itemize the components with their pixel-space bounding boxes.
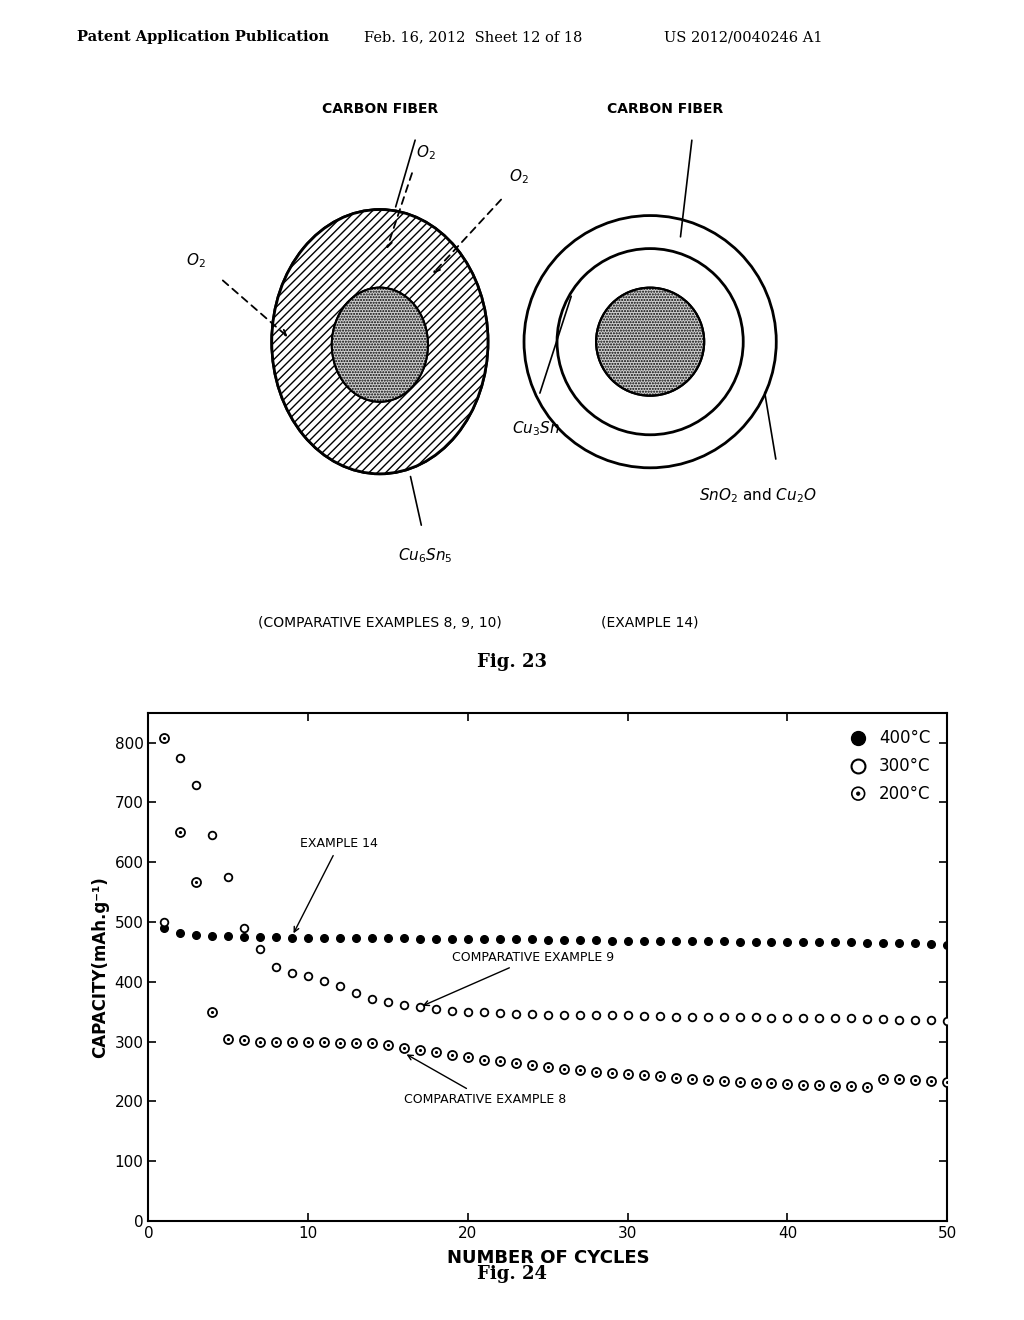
Text: Fig. 24: Fig. 24	[477, 1265, 547, 1283]
Text: (EXAMPLE 14): (EXAMPLE 14)	[601, 616, 699, 630]
Text: CARBON FIBER: CARBON FIBER	[322, 103, 438, 116]
Text: (COMPARATIVE EXAMPLES 8, 9, 10): (COMPARATIVE EXAMPLES 8, 9, 10)	[258, 616, 502, 630]
Text: Patent Application Publication: Patent Application Publication	[77, 30, 329, 45]
Legend: 400°C, 300°C, 200°C: 400°C, 300°C, 200°C	[838, 721, 939, 812]
Text: Fig. 23: Fig. 23	[477, 653, 547, 672]
Ellipse shape	[332, 288, 428, 401]
Ellipse shape	[271, 210, 488, 474]
Text: EXAMPLE 14: EXAMPLE 14	[294, 837, 378, 932]
Text: COMPARATIVE EXAMPLE 9: COMPARATIVE EXAMPLE 9	[424, 950, 614, 1006]
Y-axis label: CAPACITY(mAh.g⁻¹): CAPACITY(mAh.g⁻¹)	[91, 876, 110, 1057]
Text: $SnO_2$ and $Cu_2O$: $SnO_2$ and $Cu_2O$	[699, 486, 817, 504]
X-axis label: NUMBER OF CYCLES: NUMBER OF CYCLES	[446, 1249, 649, 1267]
Text: Feb. 16, 2012  Sheet 12 of 18: Feb. 16, 2012 Sheet 12 of 18	[364, 30, 582, 45]
Circle shape	[557, 248, 743, 434]
Text: $O_2$: $O_2$	[509, 166, 528, 186]
Circle shape	[596, 288, 705, 396]
Text: CARBON FIBER: CARBON FIBER	[607, 103, 723, 116]
Circle shape	[524, 215, 776, 467]
Text: US 2012/0040246 A1: US 2012/0040246 A1	[664, 30, 822, 45]
Text: $Cu_3Sn$: $Cu_3Sn$	[512, 420, 560, 438]
Text: $O_2$: $O_2$	[416, 143, 435, 161]
Text: $O_2$: $O_2$	[186, 251, 206, 269]
Ellipse shape	[332, 288, 428, 401]
Text: $Cu_6Sn_5$: $Cu_6Sn_5$	[397, 546, 453, 565]
Ellipse shape	[271, 210, 488, 474]
Text: COMPARATIVE EXAMPLE 8: COMPARATIVE EXAMPLE 8	[404, 1055, 566, 1106]
